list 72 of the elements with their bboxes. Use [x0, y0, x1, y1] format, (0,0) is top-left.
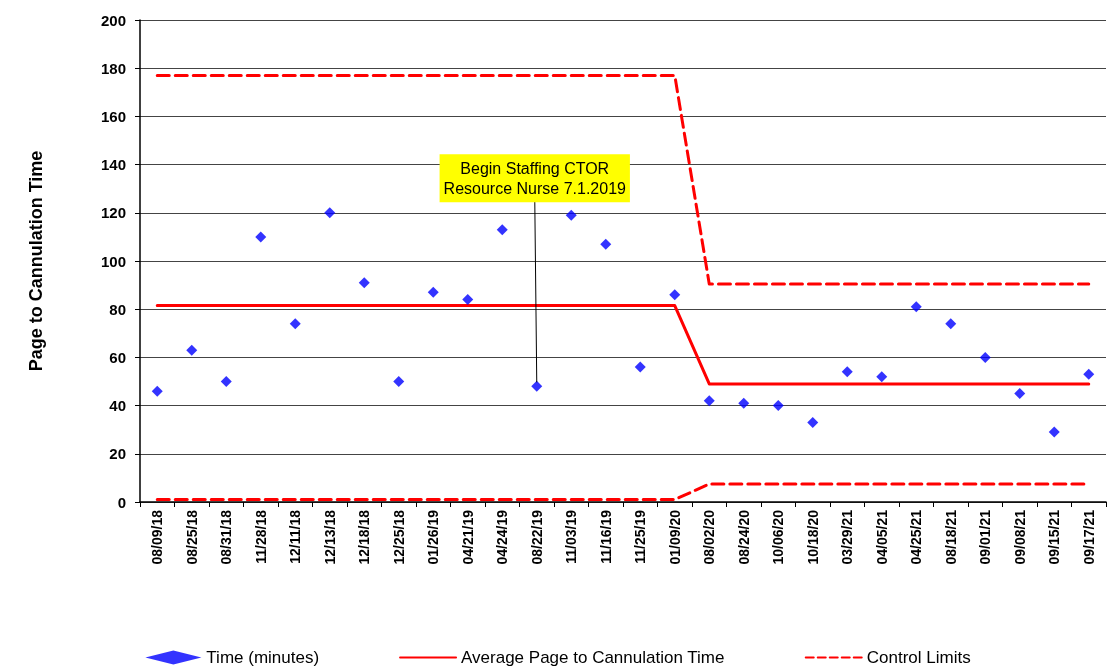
x-tick-label: 12/13/18	[321, 509, 338, 565]
point	[358, 277, 370, 289]
x-tick-label: 04/25/21	[908, 509, 925, 565]
x-tick-label: 11/28/18	[252, 509, 269, 564]
point	[393, 376, 405, 387]
point	[945, 318, 957, 330]
x-tick-label: 08/09/18	[149, 509, 166, 565]
y-tick-label: 100	[100, 252, 126, 270]
x-tick-label: 09/15/21	[1046, 509, 1063, 565]
x-tick-label: 08/24/20	[735, 509, 752, 565]
x-tick-label: 11/25/19	[632, 509, 649, 564]
y-tick-label: 0	[117, 493, 126, 511]
annotation: Begin Staffing CTOR Resource Nurse 7.1.2019	[443, 159, 627, 197]
point	[427, 286, 439, 298]
point	[531, 380, 543, 392]
point	[600, 238, 612, 250]
point	[738, 397, 750, 409]
point	[669, 289, 681, 301]
x-tick-label: 01/09/20	[666, 509, 683, 565]
y-tick-label: 140	[100, 156, 126, 174]
point	[565, 209, 577, 221]
y-tick-label: 80	[109, 300, 126, 318]
point	[255, 231, 267, 243]
x-tick-label: 01/26/19	[425, 509, 442, 565]
point	[1048, 426, 1060, 438]
point	[807, 416, 819, 428]
x-tick-label: 08/25/18	[183, 509, 200, 565]
point	[324, 207, 336, 219]
x-tick-label: 03/29/21	[839, 509, 856, 565]
x-tick-label: 10/18/20	[804, 509, 821, 565]
x-tick-label: 04/05/21	[873, 509, 890, 565]
x-tick-label: 12/25/18	[390, 509, 407, 565]
y-tick-label: 60	[109, 348, 126, 366]
point	[634, 361, 646, 373]
x-tick-label: 09/01/21	[977, 509, 994, 565]
x-tick-label: 12/11/18	[287, 509, 304, 564]
point	[289, 318, 301, 330]
y-tick-label: 20	[109, 445, 126, 463]
x-tick-label: 08/02/20	[701, 509, 718, 565]
point	[220, 376, 232, 387]
y-tick-label: 120	[100, 204, 126, 222]
point	[462, 294, 474, 306]
x-tick-label: 10/06/20	[770, 509, 787, 565]
point	[496, 224, 508, 236]
x-tick-label: 09/08/21	[1011, 509, 1028, 565]
x-tick-label: 12/18/18	[356, 509, 373, 565]
point	[979, 351, 991, 363]
x-tick-label: 08/22/19	[528, 509, 545, 565]
point	[186, 344, 198, 356]
y-tick-label: 160	[100, 107, 126, 125]
legend-label: Control Limits	[866, 648, 971, 667]
point	[876, 371, 888, 383]
x-tick-label: 04/21/19	[459, 509, 476, 565]
point	[1083, 368, 1095, 380]
y-tick-label: 40	[109, 397, 126, 415]
x-tick-label: 09/17/21	[1080, 509, 1097, 565]
y-tick-label: 200	[100, 11, 126, 29]
y-tick-label: 180	[100, 59, 126, 77]
point	[703, 395, 715, 407]
legend-label: Time (minutes)	[206, 648, 320, 667]
point	[772, 400, 784, 412]
x-tick-label: 04/24/19	[494, 509, 511, 565]
x-tick-label: 08/18/21	[942, 509, 959, 565]
point	[841, 366, 853, 378]
x-tick-label: 11/16/19	[597, 509, 614, 564]
x-tick-label: 11/03/19	[563, 509, 580, 564]
x-tick-label: 08/31/18	[218, 509, 235, 565]
point	[1014, 388, 1026, 400]
point	[910, 301, 922, 313]
legend-label: Average Page to Cannulation Time	[461, 648, 725, 667]
y-axis-title: Page to Cannulation Time	[26, 150, 46, 372]
point	[151, 385, 163, 397]
